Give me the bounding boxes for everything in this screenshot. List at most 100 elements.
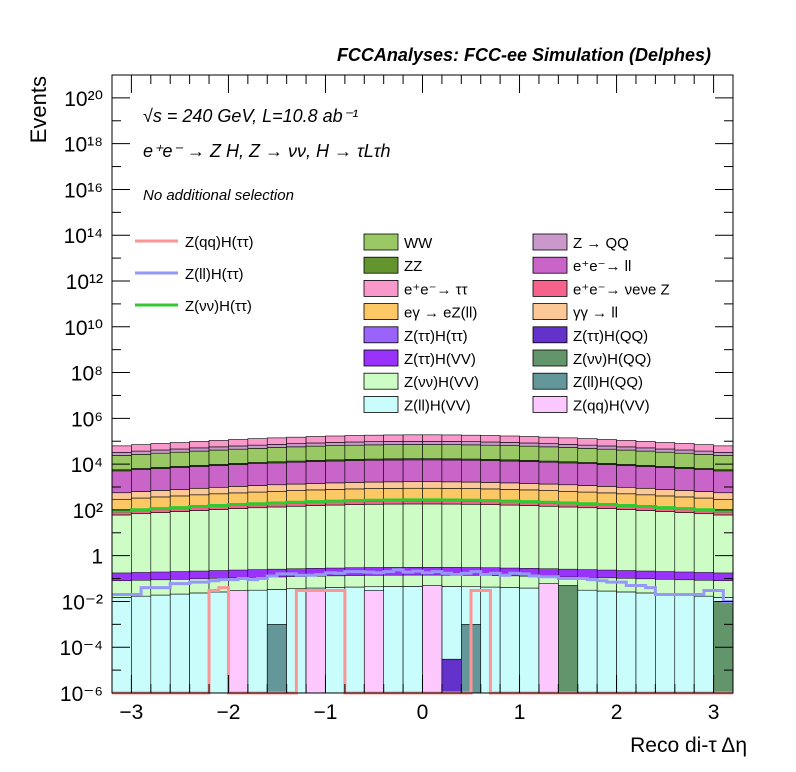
bar [693,469,714,492]
bar [286,446,307,462]
bar [247,438,268,446]
bar [266,447,287,463]
bar [674,449,695,454]
bar [616,449,637,465]
bar [111,470,132,494]
process-annotation: e⁺e⁻ → Z H, Z → νν, H → τLτh [143,141,391,161]
bar [441,441,462,445]
bar [363,459,384,483]
bar [635,510,656,594]
legend-swatch [532,349,568,367]
bar [189,510,210,594]
legend-swatch [363,279,399,297]
legend-label: ZZ [404,258,422,275]
bar [674,443,695,451]
bar [519,587,540,694]
bar [655,442,676,450]
legend-label: Z(ll)H(QQ) [573,374,643,391]
bar [208,591,229,694]
bar [189,450,210,466]
bar [558,462,579,486]
bar [693,454,714,469]
bar [266,624,287,694]
bar [286,436,307,444]
y-tick-label: 1 [91,546,103,569]
bar [189,592,210,694]
bar [208,446,229,451]
bar [655,451,676,467]
bar [499,482,520,490]
bar [674,594,695,694]
bar [325,445,346,461]
y-tick-label: 10⁶ [71,408,103,431]
bar [344,482,365,490]
bar [519,461,540,484]
bar [383,481,404,489]
bar [169,451,190,467]
bar [577,444,598,449]
bar [422,459,443,483]
bar [635,450,656,466]
bar [616,440,637,448]
bar [363,444,384,460]
legend-swatch [363,326,399,344]
bar [402,434,423,442]
bar [305,483,326,491]
bar [422,444,443,460]
bar [169,571,190,580]
bar [402,586,423,694]
bar [305,436,326,444]
bar [305,461,326,484]
bar [247,589,268,694]
selection-annotation: No additional selection [143,187,294,204]
bar [247,463,268,486]
legend-label: e⁺e⁻→ νeνe Z [573,281,670,298]
bar [616,465,637,488]
y-tick-label: 10¹⁰ [64,317,103,340]
bar [538,443,559,448]
legend-label: γγ → ll [573,305,618,322]
legend-label: Z → QQ [573,235,629,252]
bar [189,447,210,452]
bar [441,481,462,489]
x-tick-label: −2 [216,701,240,724]
bar [655,467,676,490]
bar [169,442,190,450]
bar [655,511,676,595]
y-tick-label: 10¹² [66,271,103,294]
bar [655,593,676,694]
bar [131,469,152,492]
legend-label: Z(ll)H(VV) [404,397,471,414]
bar [150,443,171,451]
bar [596,464,617,487]
legend-swatch [532,256,568,274]
bar [363,590,384,694]
bar [325,460,346,484]
legend-label: Z(ll)H(ττ) [185,266,244,283]
bar [228,486,249,494]
bar [131,450,152,455]
legend-label: Z(qq)H(ττ) [185,234,254,251]
y-tick-label: 10¹⁶ [64,179,103,202]
bar [325,435,346,443]
bar [693,491,714,499]
bar [325,587,346,694]
bar [402,481,423,489]
bar [305,445,326,461]
bar [344,435,365,443]
bar [480,482,501,490]
bar [344,460,365,483]
bar [344,586,365,694]
bar [577,448,598,463]
bar [286,443,307,448]
bar [558,444,579,448]
bar [266,484,287,492]
bar [111,514,132,598]
bar [150,468,171,491]
bar [577,589,598,694]
bar [674,452,695,468]
legend-label: Z(qq)H(VV) [573,397,650,414]
bar [558,484,579,492]
bar [693,572,714,581]
